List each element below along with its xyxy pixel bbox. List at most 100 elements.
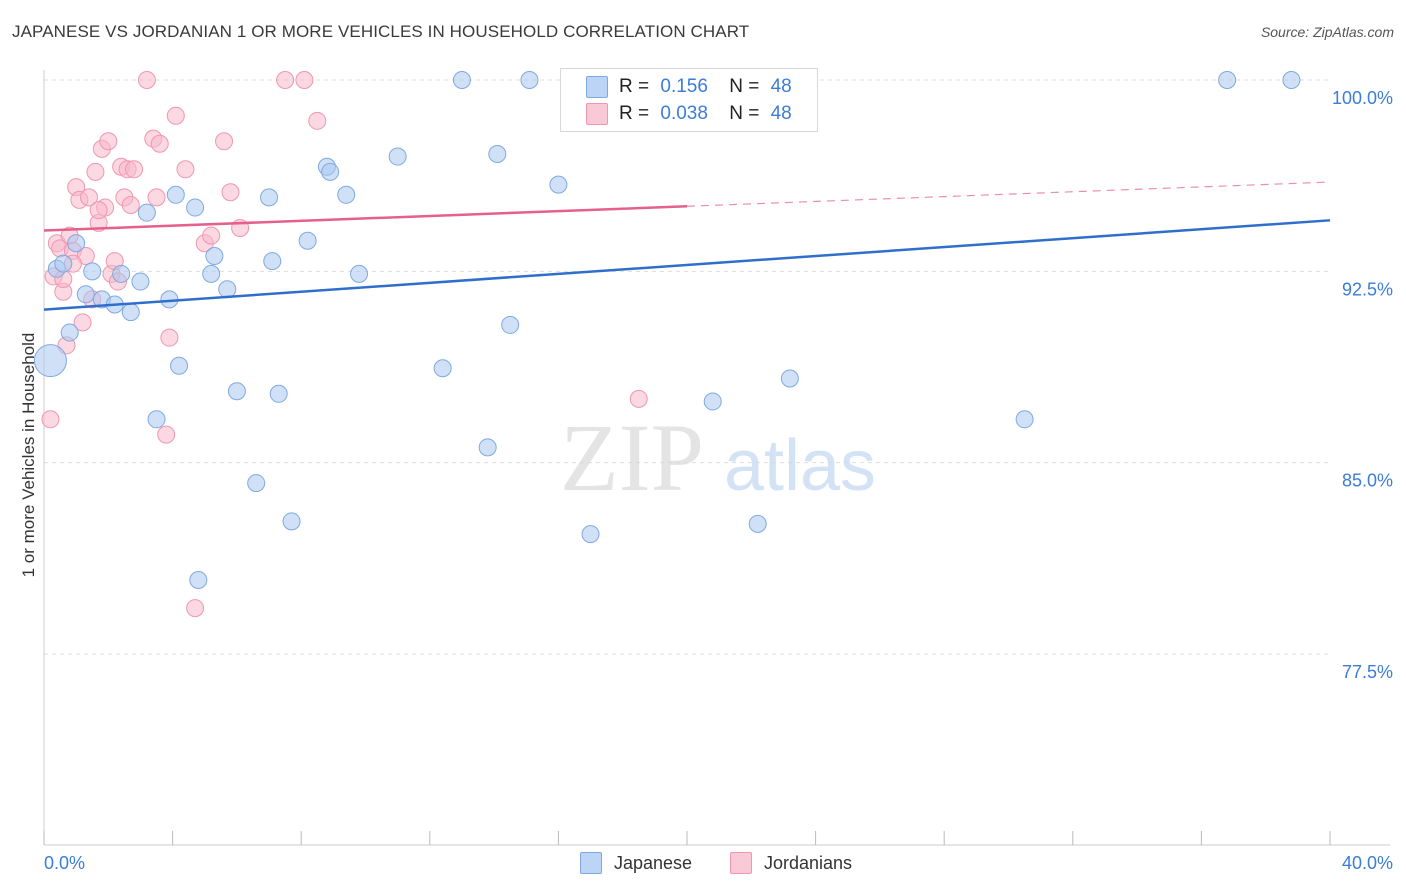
trend-line-jordanian xyxy=(43,205,688,232)
data-point xyxy=(176,160,195,179)
data-point xyxy=(86,162,105,181)
trend-line-jordanian-dashed xyxy=(686,181,1331,207)
data-point xyxy=(83,262,102,281)
data-point xyxy=(308,111,327,130)
data-point xyxy=(388,147,407,166)
bottom-legend-japanese: Japanese xyxy=(580,852,692,874)
data-point xyxy=(247,474,266,493)
data-point xyxy=(73,313,92,332)
data-point xyxy=(433,359,452,378)
data-point xyxy=(202,226,221,245)
data-point xyxy=(501,315,520,334)
series-japanese xyxy=(33,71,1301,590)
data-point xyxy=(147,188,166,207)
legend-n-value-japanese: 48 xyxy=(770,76,792,97)
data-point xyxy=(269,384,288,403)
legend-r-label: R = xyxy=(619,76,650,97)
data-point xyxy=(452,71,471,89)
data-point xyxy=(202,264,221,283)
data-point xyxy=(147,410,166,429)
data-point xyxy=(157,425,176,444)
data-point xyxy=(112,264,131,283)
data-point xyxy=(260,188,279,207)
data-point xyxy=(160,328,179,347)
data-point xyxy=(205,247,224,266)
legend-swatch-japanese xyxy=(586,76,608,98)
legend-n-label: N = xyxy=(729,103,760,124)
data-point xyxy=(99,132,118,151)
data-point xyxy=(1282,71,1301,89)
x-tick-label: 40.0% xyxy=(1342,853,1393,873)
data-point xyxy=(189,571,208,590)
legend-r-value-japanese: 0.156 xyxy=(660,76,708,97)
data-point xyxy=(227,382,246,401)
data-point xyxy=(54,254,73,273)
legend-r-label: R = xyxy=(619,103,650,124)
data-point xyxy=(186,599,205,618)
data-point xyxy=(295,71,314,89)
legend-n-value-jordanian: 48 xyxy=(770,103,792,124)
data-point xyxy=(121,303,140,322)
data-point xyxy=(186,198,205,217)
bottom-label-jordanian: Jordanians xyxy=(764,852,853,873)
grid-lines xyxy=(44,79,1330,655)
y-tick-label: 85.0% xyxy=(1342,471,1393,491)
data-point xyxy=(276,71,295,89)
data-point xyxy=(350,264,369,283)
bottom-legend-jordanian: Jordanians xyxy=(730,852,852,874)
data-point xyxy=(60,323,79,342)
watermark-atlas: atlas xyxy=(724,426,876,506)
data-point xyxy=(215,132,234,151)
data-point xyxy=(137,203,156,222)
data-point xyxy=(218,280,237,299)
data-point xyxy=(581,525,600,544)
series-jordanians xyxy=(41,71,648,618)
data-point xyxy=(1015,410,1034,429)
chart-title: JAPANESE VS JORDANIAN 1 OR MORE VEHICLES… xyxy=(12,22,750,41)
data-point xyxy=(137,71,156,89)
data-point xyxy=(67,234,86,253)
data-point xyxy=(703,392,722,411)
data-point xyxy=(337,185,356,204)
data-point xyxy=(321,162,340,181)
data-point xyxy=(629,389,648,408)
watermark: ZIP atlas xyxy=(560,404,876,511)
data-point xyxy=(748,514,767,533)
data-point xyxy=(221,183,240,202)
data-point xyxy=(166,185,185,204)
tick-labels: 100.0% 92.5% 85.0% 77.5% 0.0% 40.0% xyxy=(44,88,1393,873)
data-point xyxy=(282,512,301,531)
y-tick-label: 92.5% xyxy=(1342,279,1393,299)
data-point xyxy=(1218,71,1237,89)
y-axis-label: 1 or more Vehicles in Household xyxy=(19,333,38,578)
data-point xyxy=(170,356,189,375)
bottom-swatch-jordanian xyxy=(730,852,752,874)
bottom-swatch-japanese xyxy=(580,852,602,874)
correlation-legend: R = 0.156 N = 48 R = 0.038 N = 48 xyxy=(560,68,818,132)
data-point xyxy=(549,175,568,194)
data-point xyxy=(263,252,282,271)
bottom-label-japanese: Japanese xyxy=(614,852,693,873)
data-point-large xyxy=(33,344,67,378)
data-point xyxy=(150,134,169,153)
data-point xyxy=(41,410,60,429)
axes xyxy=(43,70,1390,846)
data-point xyxy=(76,285,95,304)
legend-n-label: N = xyxy=(729,76,760,97)
y-tick-label: 77.5% xyxy=(1342,662,1393,682)
data-point xyxy=(89,201,108,220)
y-tick-label: 100.0% xyxy=(1332,88,1393,108)
data-point xyxy=(131,272,150,291)
legend-swatch-jordanian xyxy=(586,103,608,125)
data-point xyxy=(488,144,507,163)
legend-r-value-jordanian: 0.038 xyxy=(660,103,708,124)
data-point xyxy=(478,438,497,457)
x-tick-label: 0.0% xyxy=(44,853,85,873)
data-point xyxy=(520,71,539,89)
data-point xyxy=(80,188,99,207)
data-point xyxy=(298,231,317,250)
data-point xyxy=(125,160,144,179)
trend-lines xyxy=(43,181,1331,311)
watermark-zip: ZIP xyxy=(560,404,704,511)
data-point xyxy=(780,369,799,388)
